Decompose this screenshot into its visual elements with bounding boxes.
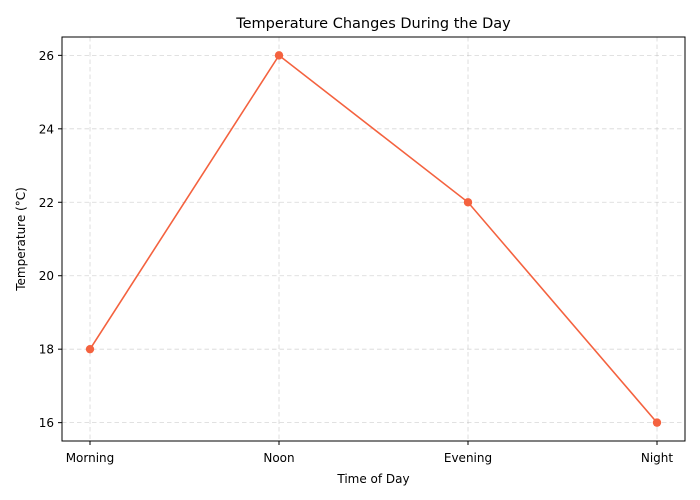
x-axis-ticks: Morning Noon Evening Night (66, 441, 674, 465)
x-tick-label: Night (641, 451, 674, 465)
y-tick-label: 24 (39, 122, 54, 136)
x-axis-label: Time of Day (336, 472, 409, 486)
y-tick-label: 18 (39, 343, 54, 357)
y-tick-label: 22 (39, 196, 54, 210)
data-point (85, 344, 95, 354)
chart-title: Temperature Changes During the Day (235, 16, 511, 32)
data-point (463, 198, 473, 207)
x-tick-label: Evening (444, 451, 492, 465)
data-point (274, 51, 284, 60)
y-axis-label: Temperature (°C) (14, 187, 28, 292)
x-tick-label: Morning (66, 451, 115, 465)
y-tick-label: 26 (39, 49, 54, 63)
grid-lines (62, 37, 685, 441)
data-point (652, 418, 662, 427)
x-tick-label: Noon (263, 451, 294, 465)
y-tick-label: 20 (39, 269, 54, 283)
plot-area-frame (61, 36, 686, 442)
series-points (85, 51, 662, 427)
y-tick-label: 16 (39, 416, 54, 430)
series-line (89, 54, 658, 424)
y-axis-ticks: 16 18 20 22 24 26 (39, 49, 62, 430)
